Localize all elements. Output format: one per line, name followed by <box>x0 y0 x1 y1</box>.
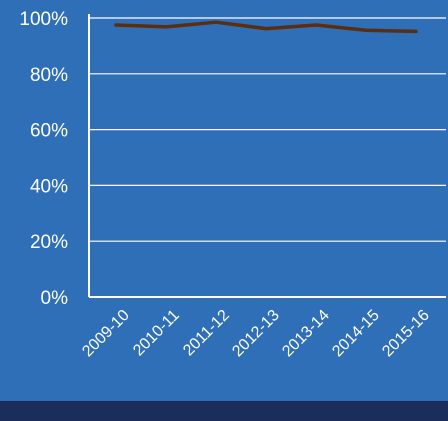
x-tick-label: 2012-13 <box>229 307 283 361</box>
x-tick-label: 2013-14 <box>279 307 333 361</box>
y-tick-label: 0% <box>41 288 69 309</box>
x-tick-label: 2010-11 <box>130 307 183 360</box>
y-tick-labels: 0% 20% 40% 60% 80% 100% <box>19 9 68 309</box>
y-tick-label: 20% <box>30 232 68 253</box>
x-tick-labels: 2009-102010-112011-122012-132013-142014-… <box>79 307 433 361</box>
y-tick-label: 40% <box>30 176 68 197</box>
x-tick-label: 2009-10 <box>79 307 133 361</box>
y-tick-label: 60% <box>30 121 68 142</box>
series-lines <box>114 20 418 34</box>
x-tick-label: 2011-12 <box>180 307 233 360</box>
y-tick-label: 80% <box>30 65 68 86</box>
x-tick-label: 2014-15 <box>329 307 383 361</box>
y-tick-label: 100% <box>19 9 68 30</box>
axes <box>88 14 446 298</box>
bottom-band <box>0 401 448 421</box>
series-line <box>114 20 418 34</box>
gridlines <box>89 17 446 242</box>
x-tick-label: 2015-16 <box>379 307 433 361</box>
